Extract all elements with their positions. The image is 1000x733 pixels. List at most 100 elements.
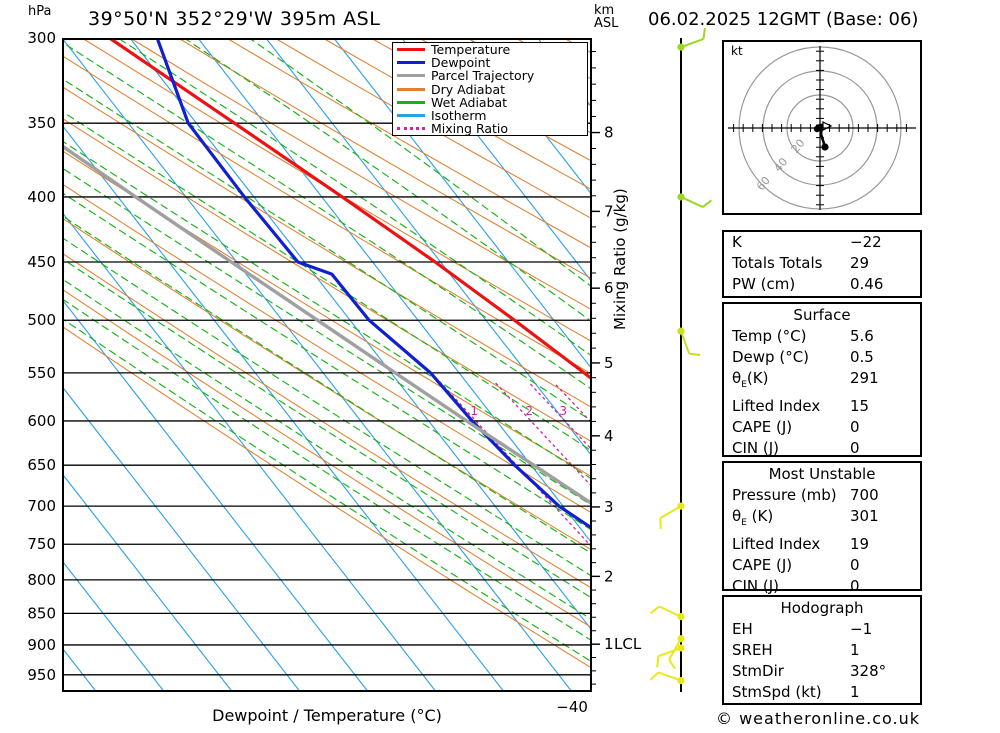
row-value: 0.5 (850, 348, 874, 366)
legend-label: Isotherm (431, 108, 487, 124)
data-row: CAPE (J) 0 (724, 555, 920, 576)
pressure-tick-label: 900 (27, 636, 56, 654)
legend-label: Dry Adiabat (431, 81, 506, 97)
mixing-ratio-label: 1 (470, 404, 478, 418)
panel-heading: Surface (793, 306, 851, 324)
row-value: 0 (850, 418, 860, 436)
legend: Temperature Dewpoint Parcel Trajectory Dry … (392, 42, 588, 136)
height-tick-label: 6 (604, 279, 614, 297)
pressure-tick-label: 950 (27, 666, 56, 684)
legend-swatch (397, 100, 425, 104)
data-row: SREH 1 (724, 640, 920, 661)
row-value: 1 (850, 641, 860, 659)
legend-item: Wet Adiabat (393, 96, 587, 109)
height-tick-label: 8 (604, 124, 614, 142)
panel-heading: Hodograph (780, 599, 864, 617)
pressure-tick-label: 650 (27, 456, 56, 474)
height-unit-line2: ASL (594, 16, 619, 31)
pressure-tick-label: 800 (27, 571, 56, 589)
row-label: θE (K) (732, 507, 774, 528)
row-value: 15 (850, 397, 870, 415)
legend-label: Parcel Trajectory (431, 68, 535, 84)
data-row: K −22 (724, 232, 920, 253)
row-value: 0 (850, 556, 860, 574)
row-value: 328° (850, 662, 887, 680)
row-label: K (732, 233, 742, 251)
row-label: EH (732, 620, 753, 638)
pressure-tick-label: 500 (27, 311, 56, 329)
row-label: SREH (732, 641, 773, 659)
row-value: 291 (850, 369, 879, 387)
mixing-ratio-label: 3 (559, 404, 567, 418)
surface-panel: Surface Temp (°C) 5.6 Dewp (°C) 0.5 θE(K) 291 L… (722, 302, 922, 457)
page-title: 39°50'N 352°29'W 395m ASL (88, 8, 381, 30)
legend-swatch (397, 48, 425, 52)
plot-frame (62, 38, 592, 692)
height-tick-label: 5 (604, 354, 614, 372)
row-label: StmDir (732, 662, 784, 680)
row-label: Totals Totals (732, 254, 823, 272)
pressure-unit-label: hPa (28, 4, 52, 19)
legend-swatch (397, 74, 425, 78)
data-row: PW (cm) 0.46 (724, 274, 920, 295)
pressure-tick-label: 400 (27, 188, 56, 206)
mixing-ratio-label: 2 (525, 404, 533, 418)
row-label: StmSpd (kt) (732, 683, 822, 701)
pressure-tick-label: 550 (27, 364, 56, 382)
data-row: θE (K) 301 (724, 506, 920, 534)
row-label: CAPE (J) (732, 556, 793, 574)
row-value: −22 (850, 233, 882, 251)
legend-label: Temperature (431, 42, 511, 58)
pressure-tick-label: 300 (27, 29, 56, 47)
legend-swatch (397, 61, 425, 65)
legend-item: Dewpoint (393, 56, 587, 69)
row-label: CIN (J) (732, 577, 780, 595)
data-row: Totals Totals 29 (724, 253, 920, 274)
x-axis-title: Dewpoint / Temperature (°C) (212, 706, 442, 725)
row-value: 29 (850, 254, 870, 272)
legend-item: Dry Adiabat (393, 83, 587, 96)
row-value: 5.6 (850, 327, 874, 345)
pressure-tick-label: 700 (27, 497, 56, 515)
height-tick-label: 3 (604, 498, 614, 516)
legend-swatch (397, 87, 425, 91)
run-timestamp: 06.02.2025 12GMT (Base: 06) (648, 9, 919, 30)
hodograph-stats-panel: Hodograph EH −1 SREH 1 StmDir 328° StmSpd (kt) 1 (722, 595, 922, 705)
data-row: θE(K) 291 (724, 368, 920, 396)
pressure-tick-label: 750 (27, 535, 56, 553)
data-row: StmDir 328° (724, 661, 920, 682)
legend-item: Temperature (393, 43, 587, 56)
data-row: Pressure (mb) 700 (724, 485, 920, 506)
row-label: Dewp (°C) (732, 348, 810, 366)
row-label: CIN (J) (732, 439, 780, 457)
copyright-footer: © weatheronline.co.uk (716, 709, 920, 728)
row-label: θE(K) (732, 369, 769, 390)
height-unit-label: km ASL (594, 4, 618, 30)
hodograph-plot: 20 40 60 (722, 40, 922, 215)
pressure-tick-label: 850 (27, 604, 56, 622)
pressure-tick-label: 450 (27, 253, 56, 271)
row-label: PW (cm) (732, 275, 796, 293)
hodograph-ring-label: 20 (789, 137, 808, 156)
data-row: Dewp (°C) 0.5 (724, 347, 920, 368)
row-label: Pressure (mb) (732, 486, 837, 504)
hodograph-ring-label: 60 (754, 174, 773, 193)
hodograph-ring-label: 40 (771, 155, 790, 174)
pressure-tick-label: 350 (27, 114, 56, 132)
panel-heading: Most Unstable (768, 465, 876, 483)
legend-item: Parcel Trajectory (393, 69, 587, 82)
row-value: 0 (850, 577, 860, 595)
stability-stats-panel: K −22 Totals Totals 29 PW (cm) 0.46 (722, 230, 922, 298)
height-unit-line1: km (594, 3, 615, 18)
most-unstable-panel: Most Unstable Pressure (mb) 700 θE (K) 301 Li… (722, 461, 922, 595)
height-tick-label: 4 (604, 427, 614, 445)
data-row: CIN (J) 0 (724, 576, 920, 597)
lcl-label: LCL (614, 635, 642, 653)
row-value: 19 (850, 535, 870, 553)
row-value: 700 (850, 486, 879, 504)
legend-label: Mixing Ratio (431, 121, 509, 137)
row-label: CAPE (J) (732, 418, 793, 436)
row-label: Lifted Index (732, 397, 821, 415)
